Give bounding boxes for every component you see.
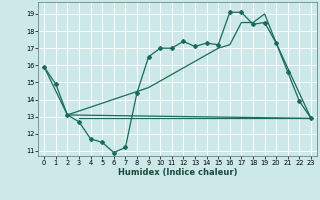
X-axis label: Humidex (Indice chaleur): Humidex (Indice chaleur) — [118, 168, 237, 177]
